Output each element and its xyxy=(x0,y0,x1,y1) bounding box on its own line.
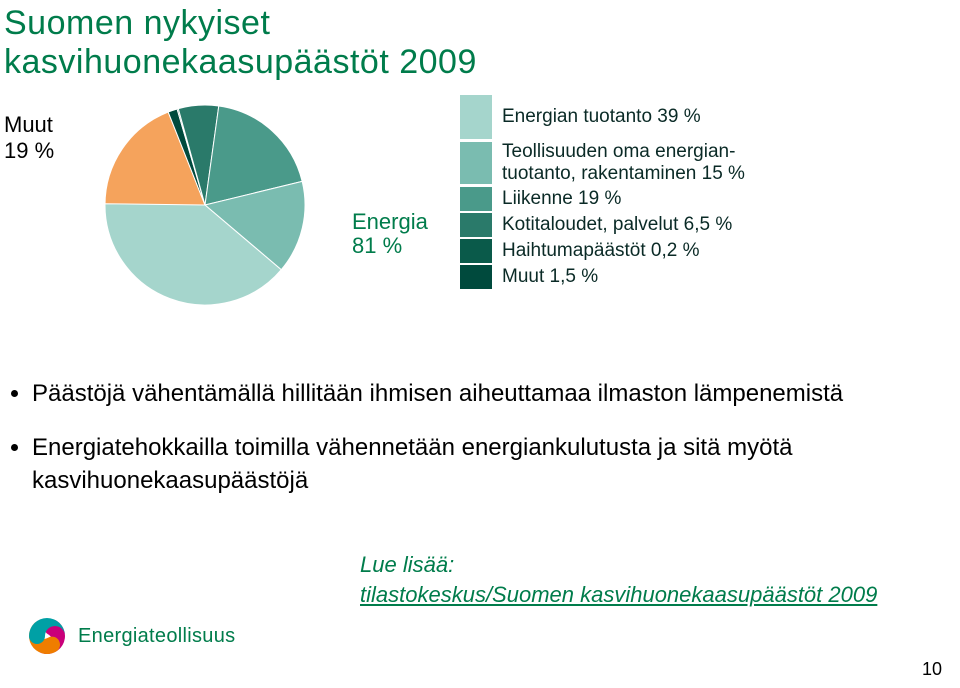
energia-line-1: Energia xyxy=(352,209,428,234)
pie-chart xyxy=(95,95,315,315)
muut-line-2: 19 % xyxy=(4,138,54,163)
bullet-item: Energiatehokkailla toimilla vähennetään … xyxy=(32,432,904,497)
bar-legend: Energian tuotanto 39 % Teollisuuden oma e… xyxy=(460,95,745,291)
legend-row: Liikenne 19 % xyxy=(460,187,745,211)
title-line-1: Suomen nykyiset xyxy=(4,4,270,42)
legend-swatch xyxy=(460,95,492,139)
legend-swatch xyxy=(460,239,492,263)
legend-label: Haihtumapäästöt 0,2 % xyxy=(502,240,700,262)
legend-label: Energian tuotanto 39 % xyxy=(502,106,701,128)
logo-swirl-icon xyxy=(18,612,76,660)
legend-row: Muut 1,5 % xyxy=(460,265,745,289)
legend-row: Haihtumapäästöt 0,2 % xyxy=(460,239,745,263)
logo: Energiateollisuus xyxy=(18,612,235,660)
legend-row: Kotitaloudet, palvelut 6,5 % xyxy=(460,213,745,237)
page-title: Suomen nykyiset kasvihuonekaasupäästöt 2… xyxy=(4,4,477,82)
legend-row: Teollisuuden oma energian- tuotanto, rak… xyxy=(460,141,745,185)
legend-swatch xyxy=(460,187,492,211)
link-block: Lue lisää: tilastokeskus/Suomen kasvihuo… xyxy=(360,550,877,609)
muut-label: Muut 19 % xyxy=(4,112,54,165)
legend-row: Energian tuotanto 39 % xyxy=(460,95,745,139)
link-text[interactable]: tilastokeskus/Suomen kasvihuonekaasupääs… xyxy=(360,580,877,610)
bullet-list: Päästöjä vähentämällä hillitään ihmisen … xyxy=(4,378,904,519)
page-number: 10 xyxy=(922,659,942,680)
bullet-item: Päästöjä vähentämällä hillitään ihmisen … xyxy=(32,378,904,410)
slide: Suomen nykyiset kasvihuonekaasupäästöt 2… xyxy=(0,0,960,688)
muut-line-1: Muut xyxy=(4,112,53,137)
legend-swatch xyxy=(460,265,492,289)
energia-line-2: 81 % xyxy=(352,233,402,258)
pie-svg xyxy=(95,95,315,315)
legend-label: Teollisuuden oma energian- tuotanto, rak… xyxy=(502,141,745,185)
title-line-2: kasvihuonekaasupäästöt 2009 xyxy=(4,43,477,81)
link-title: Lue lisää: xyxy=(360,550,877,580)
energia-label: Energia 81 % xyxy=(352,210,428,258)
legend-swatch xyxy=(460,213,492,237)
logo-text: Energiateollisuus xyxy=(78,625,235,648)
legend-label: Kotitaloudet, palvelut 6,5 % xyxy=(502,214,732,236)
legend-swatch xyxy=(460,142,492,184)
legend-label: Muut 1,5 % xyxy=(502,266,598,288)
legend-label: Liikenne 19 % xyxy=(502,188,621,210)
